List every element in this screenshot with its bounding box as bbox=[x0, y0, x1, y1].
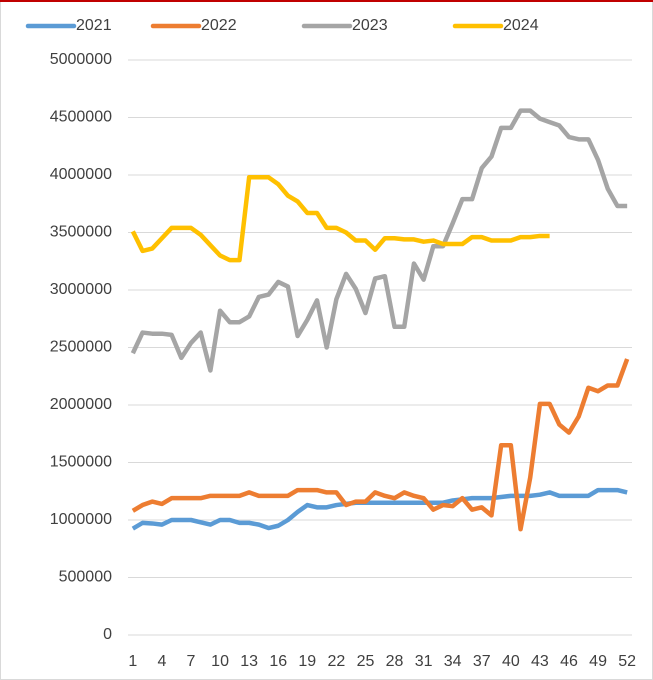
y-tick-label: 3500000 bbox=[50, 224, 112, 241]
x-tick-label: 34 bbox=[444, 653, 462, 670]
x-tick-label: 22 bbox=[327, 653, 345, 670]
x-tick-label: 28 bbox=[386, 653, 404, 670]
x-tick-label: 7 bbox=[187, 653, 196, 670]
y-tick-label: 3000000 bbox=[50, 281, 112, 298]
series-line bbox=[130, 175, 550, 263]
x-tick-label: 16 bbox=[269, 653, 287, 670]
x-tick-label: 52 bbox=[618, 653, 636, 670]
x-tick-label: 37 bbox=[473, 653, 491, 670]
legend-label: 2021 bbox=[76, 17, 112, 34]
legend-label: 2023 bbox=[352, 17, 388, 34]
x-tick-label: 10 bbox=[211, 653, 229, 670]
y-tick-label: 4000000 bbox=[50, 166, 112, 183]
y-tick-label: 500000 bbox=[59, 569, 112, 586]
x-tick-label: 1 bbox=[128, 653, 137, 670]
x-tick-label: 46 bbox=[560, 653, 578, 670]
y-tick-label: 2000000 bbox=[50, 396, 112, 413]
x-tick-label: 43 bbox=[531, 653, 549, 670]
x-tick-label: 31 bbox=[415, 653, 433, 670]
y-tick-label: 4500000 bbox=[50, 109, 112, 126]
y-tick-label: 1000000 bbox=[50, 511, 112, 528]
series-line bbox=[131, 358, 630, 532]
legend-label: 2024 bbox=[503, 17, 539, 34]
x-tick-label: 13 bbox=[240, 653, 258, 670]
x-tick-label: 40 bbox=[502, 653, 520, 670]
x-tick-label: 25 bbox=[357, 653, 375, 670]
x-tick-label: 4 bbox=[157, 653, 166, 670]
y-tick-label: 2500000 bbox=[50, 339, 112, 356]
y-tick-label: 1500000 bbox=[50, 454, 112, 471]
y-tick-label: 5000000 bbox=[50, 51, 112, 68]
series-line bbox=[131, 487, 628, 531]
x-tick-label: 19 bbox=[298, 653, 316, 670]
x-tick-label: 49 bbox=[589, 653, 607, 670]
legend-label: 2022 bbox=[201, 17, 237, 34]
y-tick-label: 0 bbox=[103, 626, 112, 643]
series-line bbox=[130, 108, 628, 373]
